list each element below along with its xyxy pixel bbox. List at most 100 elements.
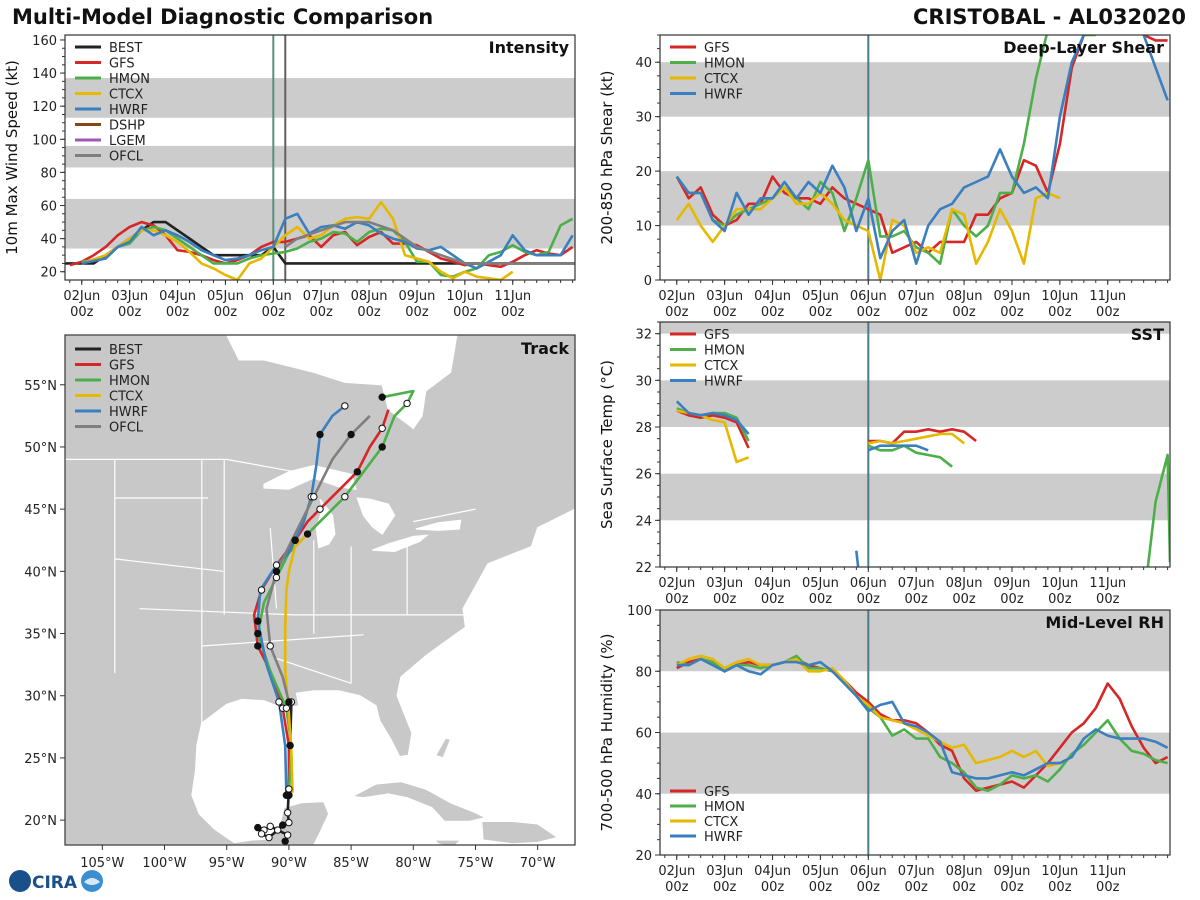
legend-label-hwrf: HWRF [704, 830, 743, 845]
ytick-label: 20 [635, 165, 652, 180]
figure-title: Multi-Model Diagnostic Comparison [12, 5, 434, 29]
hudson-bay [226, 335, 452, 430]
lon-tick-label: 100°W [142, 856, 186, 871]
xtick-label: 09Jun [399, 289, 436, 304]
track-marker-hmon [282, 704, 291, 712]
xtick-label: 00z [809, 880, 833, 895]
band-2 [660, 322, 1170, 334]
xtick-label: 03Jun [706, 576, 743, 591]
series-gfs-0 [69, 220, 574, 269]
xtick-label: 05Jun [207, 289, 244, 304]
xtick-label: 00z [952, 592, 976, 607]
ylabel: 200-850 hPa Shear (kt) [598, 71, 616, 245]
lon-tick-label: 95°W [209, 856, 245, 871]
track-marker-best [285, 785, 293, 793]
xtick-label: 11Jun [1089, 864, 1126, 879]
lat-tick-label: 45°N [24, 503, 57, 518]
axes-frame [659, 321, 1171, 568]
border-10 [276, 657, 352, 684]
track-marker-ofcl [272, 567, 281, 576]
series-hwrf-2 [855, 550, 860, 567]
panel-rh: 2040608010002Jun00z03Jun00z04Jun00z05Jun… [598, 604, 1171, 895]
lake-erie [371, 534, 429, 553]
xtick-label: 11Jun [1089, 289, 1126, 304]
panel-shear: 01020304002Jun00z03Jun00z04Jun00z05Jun00… [598, 34, 1171, 320]
band-0 [65, 198, 575, 249]
band-1 [65, 145, 575, 168]
xtick-label: 00z [809, 305, 833, 320]
legend-label-hmon: HMON [704, 344, 745, 359]
xtick-label: 08Jun [946, 576, 983, 591]
ytick-label: 20 [635, 849, 652, 864]
xtick-label: 00z [665, 880, 689, 895]
cira-logo-icon: CIRA [9, 870, 103, 893]
track-marker-hmon [272, 573, 281, 582]
lon-tick-label: 70°W [520, 856, 556, 871]
xtick-label: 00z [1048, 880, 1072, 895]
track-marker-gfs [353, 468, 362, 476]
xtick-label: 00z [761, 880, 785, 895]
ytick-label: 40 [635, 788, 652, 803]
xtick-label: 00z [905, 880, 929, 895]
track-marker-hwrf [272, 561, 281, 569]
ytick-label: 26 [635, 468, 652, 483]
ytick-label: 140 [32, 67, 57, 82]
xtick-label: 10Jun [1041, 576, 1078, 591]
xtick-label: 00z [1000, 305, 1024, 320]
xtick-label: 07Jun [898, 289, 935, 304]
land-hispaniola [481, 820, 560, 845]
xtick-label: 08Jun [946, 289, 983, 304]
logo-text: CIRA [32, 873, 78, 893]
legend-label-ctcx: CTCX [704, 359, 738, 374]
panel-title: SST [1131, 325, 1164, 344]
track-marker-ofcl [310, 493, 318, 501]
xtick-label: 04Jun [754, 864, 791, 879]
panel-track: 105°W 100°W 95°W 90°W 85°W 80°W 75°W 70°W 20°N 25… [24, 334, 576, 871]
xtick-label: 09Jun [994, 576, 1031, 591]
track-marker-hmon [403, 399, 411, 408]
lon-tick-label: 80°W [395, 856, 431, 871]
xtick-label: 00z [857, 880, 881, 895]
ytick-label: 28 [635, 421, 652, 436]
xtick-label: 06Jun [255, 289, 292, 304]
series-gfs-0 [676, 409, 750, 449]
xtick-label: 05Jun [802, 864, 839, 879]
ytick-label: 0 [644, 274, 652, 289]
lat-tick-label: 50°N [24, 441, 57, 456]
track-marker-hwrf [282, 791, 291, 799]
lat-tick-label: 20°N [24, 814, 57, 829]
series-hmon-1 [867, 444, 953, 468]
land-cuba [350, 780, 488, 823]
band-1 [660, 380, 1170, 427]
series-hmon-0 [81, 217, 574, 279]
ytick-label: 32 [635, 328, 652, 343]
xtick-label: 00z [1048, 305, 1072, 320]
track-marker-best [266, 822, 274, 831]
xtick-label: 00z [1048, 592, 1072, 607]
xtick-label: 05Jun [802, 289, 839, 304]
ylabel: Sea Surface Temp (°C) [598, 360, 616, 529]
ytick-label: 100 [627, 604, 652, 619]
series-hwrf-1 [867, 444, 929, 452]
map-frame [64, 334, 576, 846]
xtick-label: 00z [405, 305, 429, 320]
legend-label-best: BEST [109, 343, 142, 358]
ytick-label: 24 [635, 514, 652, 529]
xtick-label: 04Jun [754, 289, 791, 304]
legend-label-gfs: GFS [109, 57, 135, 72]
ytick-label: 40 [40, 233, 57, 248]
lake-ontario [415, 519, 462, 531]
xtick-label: 06Jun [850, 864, 887, 879]
ytick-label: 22 [635, 561, 652, 576]
xtick-label: 00z [713, 592, 737, 607]
xtick-label: 07Jun [898, 576, 935, 591]
xtick-label: 03Jun [706, 289, 743, 304]
track-marker-best [283, 831, 292, 839]
ytick-label: 160 [32, 34, 57, 49]
legend-label-ofcl: OFCL [109, 150, 144, 165]
storm-id: CRISTOBAL - AL032020 [913, 5, 1186, 29]
track-marker-best [283, 808, 292, 817]
border-13 [413, 508, 476, 523]
series-hwrf-0 [676, 657, 1169, 780]
xtick-label: 00z [952, 880, 976, 895]
